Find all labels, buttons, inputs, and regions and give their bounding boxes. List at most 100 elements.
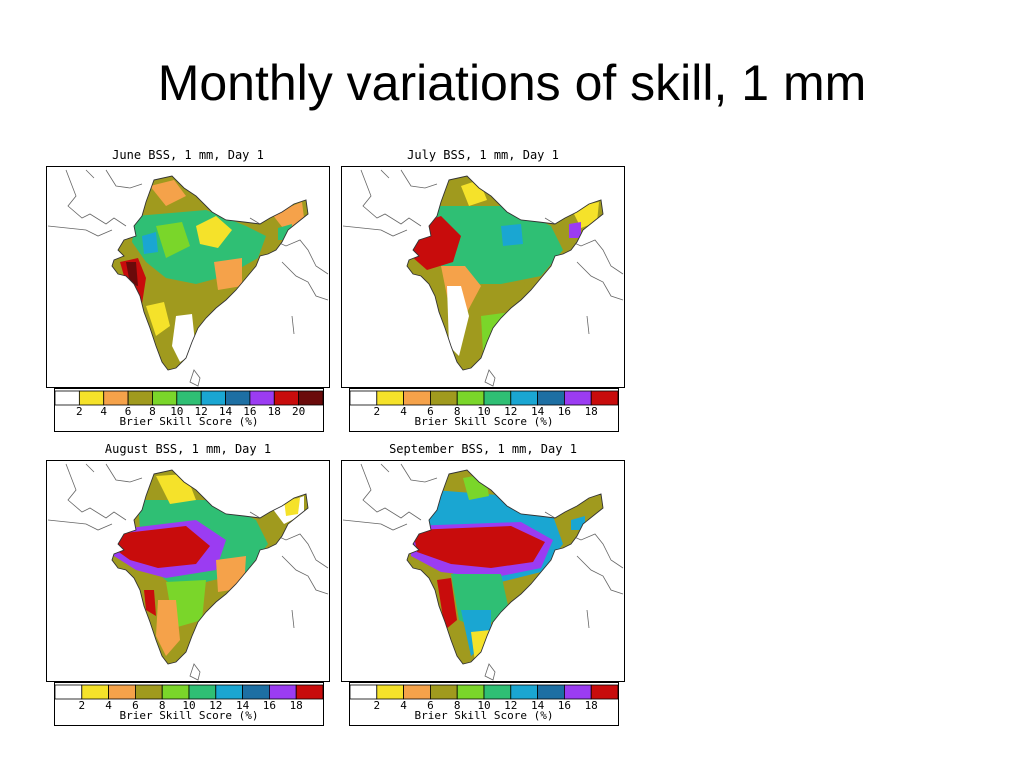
panel-title: July BSS, 1 mm, Day 1 [407,148,559,162]
country-border [484,369,496,387]
legend-tick-label: 12 [504,405,517,417]
legend-swatch [242,684,270,700]
legend-swatch [273,390,300,406]
skill-region-6 [150,180,186,206]
legend-tick-label: 18 [585,699,598,711]
country-border [360,463,422,521]
map-panel-august: August BSS, 1 mm, Day 1 2 4 6 8 10 12 14 16 18 B… [46,442,330,732]
country-border [189,663,201,681]
legend-swatch [268,684,297,700]
legend-tick-label: 16 [243,405,256,417]
skill-region-20 [413,526,545,568]
bss-map [341,166,625,388]
legend-swatch [135,684,163,700]
country-border [291,315,295,335]
skill-region-20 [144,590,156,616]
legend-swatch [152,390,178,406]
legend-swatch [376,390,404,406]
skill-region-12 [433,206,563,284]
country-border [65,463,127,521]
country-border [576,555,624,595]
legend-swatch [188,684,217,700]
india-outline [111,175,309,371]
legend-tick-label: 14 [236,699,250,711]
legend-swatch [403,684,431,700]
legend-tick-label: 16 [558,699,571,711]
skill-contours [411,474,597,662]
legend-swatch [103,390,129,406]
color-legend: 2 4 6 8 10 12 14 16 18 Brier Skill Score (%) [349,682,619,726]
panel-title: September BSS, 1 mm, Day 1 [389,442,577,456]
country-border [47,225,113,237]
legend-swatch [456,684,485,700]
skill-region-18 [569,222,581,238]
skill-region-4 [146,302,170,336]
country-border [189,369,201,387]
legend-tick-label: 12 [504,699,517,711]
country-border [400,169,438,189]
legend-swatch [108,684,136,700]
legend-swatch [161,684,190,700]
legend-swatch [590,390,618,406]
skill-region-22 [126,262,138,286]
skill-contours [120,180,304,362]
india-outline [406,469,604,665]
skill-region-4 [196,216,232,248]
legend-title: Brier Skill Score (%) [119,415,259,428]
color-legend: 2 4 6 8 10 12 14 16 18 20 Brier Skill Score (%) [54,388,324,432]
country-border [342,519,408,531]
legend-swatch [55,390,80,406]
panel-title: August BSS, 1 mm, Day 1 [104,442,272,456]
legend-tick-label: 2 [373,405,380,417]
country-border [105,463,143,483]
legend-swatch [350,684,378,700]
panel-title: June BSS, 1 mm, Day 1 [112,148,264,162]
legend-tick-label: 14 [219,405,233,417]
skill-region-20 [116,526,210,568]
legend-swatch [483,390,512,406]
country-border [65,169,127,227]
legend-tick-label: 4 [400,405,407,417]
bss-map [46,166,330,388]
legend-swatch [563,684,592,700]
legend-swatch [350,390,378,406]
legend-tick-label: 14 [531,405,545,417]
country-border [360,169,422,227]
country-border [576,261,624,301]
country-border [85,463,95,473]
legend-swatch [176,390,202,406]
country-border [85,169,95,179]
legend-colorbar: 2 4 6 8 10 12 14 16 18 [55,684,323,711]
legend-swatch [81,684,109,700]
legend-tick-label: 6 [132,699,139,711]
country-border [586,315,590,335]
legend-tick-label: 18 [290,699,303,711]
skill-region-2 [447,286,469,356]
skill-region-14 [501,224,523,246]
bss-map [341,460,625,682]
legend-tick-label: 4 [400,699,407,711]
skill-region-6 [214,258,242,290]
legend-tick-label: 10 [477,405,490,417]
legend-tick-label: 8 [454,405,461,417]
country-border [400,463,438,483]
bss-map [46,460,330,682]
legend-tick-label: 16 [558,405,571,417]
legend-tick-label: 10 [170,405,183,417]
map-panel-june: June BSS, 1 mm, Day 1 2 4 6 8 10 12 14 16 18 20 B… [46,148,330,438]
legend-swatch [200,390,226,406]
color-legend: 2 4 6 8 10 12 14 16 18 Brier Skill Score (%) [349,388,619,432]
legend-tick-label: 2 [78,699,85,711]
skill-contours [114,474,304,656]
map-panel-september: September BSS, 1 mm, Day 1 2 4 6 8 10 12 14 16 1… [341,442,625,732]
legend-swatch [298,390,323,406]
country-border [105,169,143,189]
india-outline [406,175,604,371]
legend-tick-label: 20 [292,405,305,417]
legend-colorbar: 2 4 6 8 10 12 14 16 18 20 [55,390,323,417]
skill-region-20 [437,578,457,630]
legend-title: Brier Skill Score (%) [414,415,554,428]
legend-tick-label: 10 [182,699,195,711]
legend-swatch [537,684,565,700]
country-border [342,225,408,237]
